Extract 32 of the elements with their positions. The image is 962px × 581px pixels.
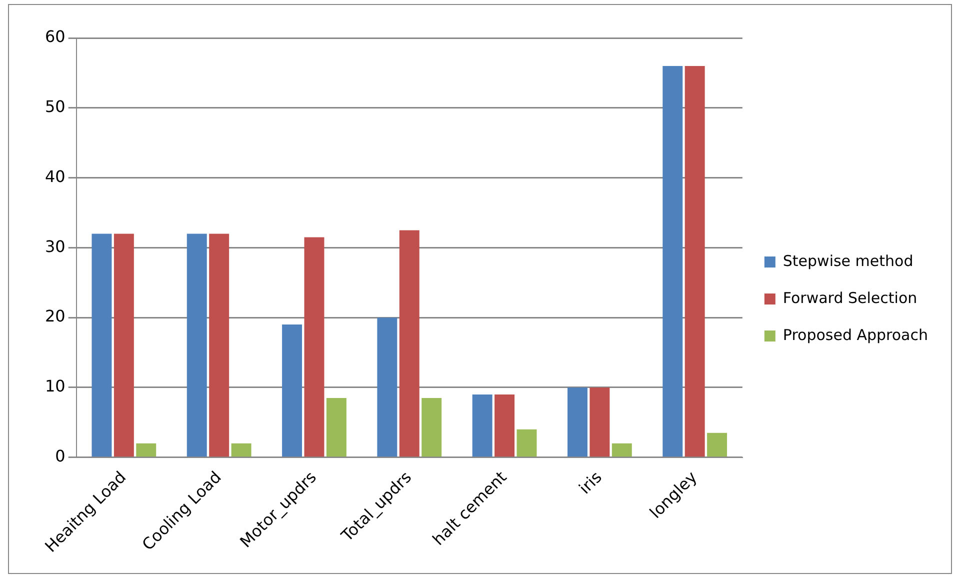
bar: [209, 234, 230, 457]
bar: [422, 398, 442, 457]
bar: [494, 394, 515, 457]
y-tick-label: 60: [45, 27, 66, 46]
bar: [567, 387, 588, 457]
bar: [399, 230, 420, 457]
bar: [231, 443, 252, 457]
y-tick-label: 10: [45, 376, 66, 396]
bar: [684, 66, 705, 457]
legend-label: Proposed Approach: [782, 326, 928, 344]
y-tick-label: 30: [45, 236, 66, 256]
x-tick-label: iris: [575, 467, 606, 498]
bar: [92, 234, 112, 457]
bar: [304, 237, 324, 457]
bar: [377, 318, 398, 457]
y-tick-label: 0: [55, 446, 66, 466]
y-tick-label: 40: [45, 166, 66, 186]
legend-label: Stepwise method: [782, 252, 914, 270]
bar: [186, 234, 207, 457]
bar: [612, 443, 632, 457]
bar: [136, 443, 156, 457]
bar: [326, 398, 346, 457]
bar: [516, 429, 537, 457]
bar: [662, 66, 683, 457]
legend-label: Forward Selection: [782, 288, 918, 307]
bar: [590, 387, 610, 457]
bar: [282, 324, 302, 457]
y-tick-label: 20: [45, 306, 66, 326]
y-tick-label: 50: [45, 97, 66, 116]
bar: [114, 234, 134, 457]
bar: [472, 394, 492, 457]
bar: [707, 432, 728, 457]
